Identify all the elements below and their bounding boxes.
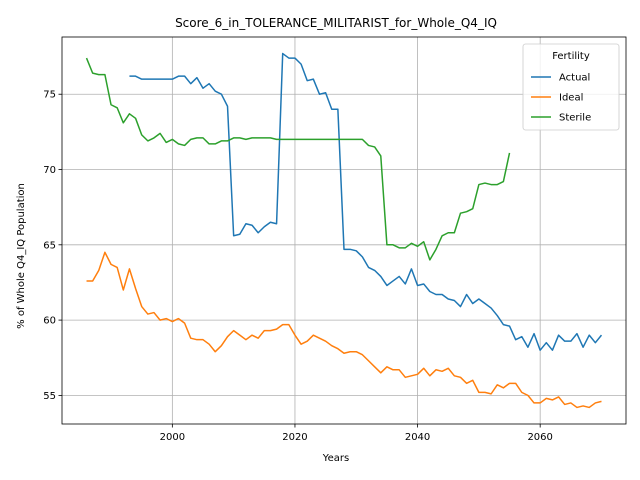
y-axis-label: % of Whole Q4_IQ Population — [16, 183, 27, 329]
legend: Fertility Actual Ideal Sterile — [522, 43, 620, 131]
x-tick-label: 2020 — [282, 432, 307, 443]
legend-entry-sterile: Sterile — [559, 113, 591, 124]
x-tick-label: 2000 — [160, 432, 185, 443]
legend-box — [522, 43, 620, 131]
x-tick-label: 2040 — [405, 432, 430, 443]
y-tick-label: 75 — [43, 90, 56, 101]
legend-entry-ideal: Ideal — [559, 93, 583, 104]
x-axis-label: Years — [322, 453, 349, 464]
legend-entry-actual: Actual — [559, 73, 590, 84]
y-tick-label: 65 — [43, 240, 56, 251]
x-tick-label: 2060 — [527, 432, 552, 443]
series-line-sterile — [85, 57, 511, 261]
legend-title: Fertility — [552, 51, 590, 62]
series-line-ideal — [86, 251, 602, 409]
y-tick-label: 70 — [43, 165, 56, 176]
y-axis: 55 60 65 70 75 — [43, 90, 62, 402]
series-layer — [85, 52, 603, 409]
x-axis: 2000 2020 2040 2060 — [160, 424, 553, 443]
plot-frame — [61, 36, 627, 425]
y-tick-label: 60 — [43, 316, 56, 327]
series-line-actual — [129, 52, 603, 351]
chart-title: Score_6_in_TOLERANCE_MILITARIST_for_Whol… — [175, 16, 497, 30]
y-tick-label: 55 — [43, 391, 56, 402]
